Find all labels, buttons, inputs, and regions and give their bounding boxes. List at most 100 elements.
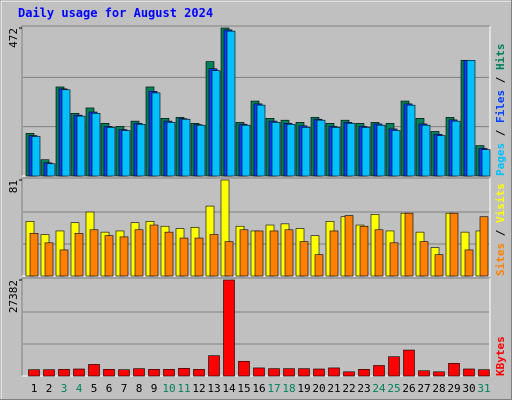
bar — [283, 368, 295, 377]
bar — [88, 364, 100, 377]
bar — [209, 234, 219, 277]
bar — [224, 241, 234, 277]
bar — [196, 124, 206, 177]
legend: Sites / Visits — [494, 183, 507, 276]
bar — [373, 365, 385, 377]
bar — [254, 230, 264, 277]
bar — [299, 241, 309, 277]
x-tick-label: 30 — [462, 382, 475, 395]
bar — [166, 122, 176, 177]
bar — [253, 367, 265, 377]
bar — [208, 355, 220, 377]
plot-bevel — [21, 25, 490, 176]
legend-separator: / — [494, 70, 507, 90]
x-tick-label: 19 — [297, 382, 310, 395]
bar — [179, 237, 189, 277]
bar — [448, 363, 460, 377]
plot-bevel — [21, 177, 490, 276]
bar — [193, 369, 205, 377]
y-tick-label: 81 — [7, 180, 20, 193]
bar — [226, 30, 236, 177]
bar — [239, 229, 249, 277]
bar — [61, 89, 71, 177]
x-tick-label: 23 — [357, 382, 370, 395]
bar — [178, 367, 190, 377]
bar — [164, 231, 174, 277]
plot-bevel — [22, 278, 491, 377]
bar — [301, 127, 311, 177]
legend: KBytes — [494, 336, 507, 376]
bar — [403, 349, 415, 377]
bar — [434, 254, 444, 277]
x-tick-label: 25 — [387, 382, 400, 395]
x-tick-label: 6 — [106, 382, 113, 395]
x-tick-label: 22 — [342, 382, 355, 395]
x-tick-label: 24 — [372, 382, 386, 395]
bar — [163, 369, 175, 377]
bar — [91, 112, 101, 177]
bar — [271, 122, 281, 177]
bar — [58, 369, 70, 377]
bar — [136, 123, 146, 177]
x-tick-label: 4 — [76, 382, 83, 395]
bar — [89, 229, 99, 277]
bar — [286, 123, 296, 177]
bar — [328, 367, 340, 377]
bar — [268, 368, 280, 377]
x-tick-label: 8 — [136, 382, 143, 395]
legend-separator: / — [494, 123, 507, 143]
x-tick-label: 17 — [267, 382, 280, 395]
bar — [389, 242, 399, 277]
legend-entry: Pages — [494, 143, 507, 176]
bar — [241, 124, 251, 177]
bar — [376, 124, 386, 177]
bar — [149, 224, 159, 277]
bar — [406, 104, 416, 177]
bar — [419, 241, 429, 277]
x-tick-label: 18 — [282, 382, 295, 395]
x-tick-label: 11 — [177, 382, 190, 395]
x-tick-label: 28 — [432, 382, 445, 395]
bar — [466, 59, 476, 177]
x-tick-label: 9 — [151, 382, 158, 395]
x-tick-label: 27 — [417, 382, 430, 395]
legend-entry: Sites — [494, 243, 507, 276]
bar — [256, 104, 266, 177]
bar — [46, 163, 56, 177]
bar — [194, 237, 204, 277]
x-tick-label: 13 — [207, 382, 220, 395]
x-tick-label: 2 — [46, 382, 53, 395]
x-tick-label: 20 — [312, 382, 325, 395]
bar — [211, 70, 221, 177]
y-tick-label: 27382 — [7, 280, 20, 313]
bar — [269, 230, 279, 277]
x-tick-label: 7 — [121, 382, 128, 395]
x-tick-label: 21 — [327, 382, 340, 395]
legend-entry: Visits — [494, 183, 507, 223]
bar — [28, 369, 40, 377]
bar — [103, 369, 115, 377]
bar — [104, 235, 114, 277]
bar — [298, 368, 310, 377]
bar — [59, 249, 69, 277]
bar — [374, 229, 384, 277]
bar — [359, 225, 369, 277]
x-tick-label: 12 — [192, 382, 205, 395]
bar — [313, 368, 325, 377]
bar — [346, 123, 356, 177]
bar — [463, 368, 475, 377]
bar — [223, 279, 235, 377]
bar — [118, 369, 130, 377]
plot-bevel — [21, 277, 490, 376]
bar — [106, 127, 116, 177]
bar — [391, 130, 401, 177]
bar — [151, 92, 161, 177]
bar — [31, 136, 41, 177]
bar — [478, 369, 490, 377]
x-tick-label: 3 — [61, 382, 68, 395]
bar — [343, 371, 355, 377]
y-tick-label: 472 — [7, 28, 20, 48]
bar — [284, 229, 294, 277]
bar — [133, 368, 145, 377]
